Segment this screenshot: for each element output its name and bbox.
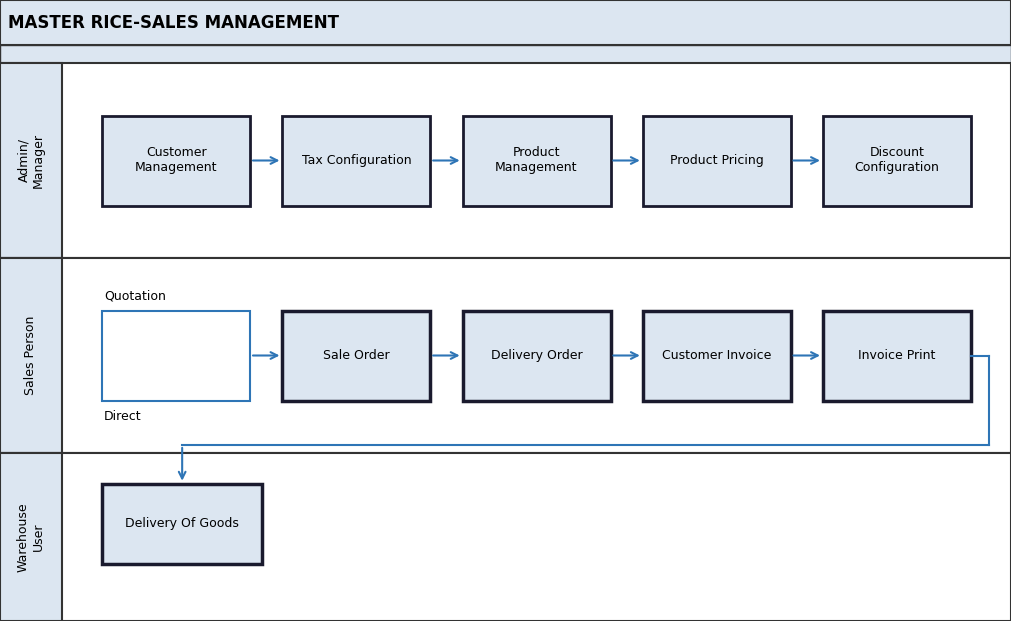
Bar xyxy=(0,0,1011,45)
Text: Sales Person: Sales Person xyxy=(24,316,37,395)
Text: Direct: Direct xyxy=(104,410,142,424)
Bar xyxy=(102,484,262,564)
Text: MASTER RICE-SALES MANAGEMENT: MASTER RICE-SALES MANAGEMENT xyxy=(8,14,339,32)
Bar xyxy=(823,116,971,206)
Bar xyxy=(823,310,971,401)
Text: Customer Invoice: Customer Invoice xyxy=(662,349,771,362)
Text: Invoice Print: Invoice Print xyxy=(858,349,935,362)
Bar xyxy=(643,310,791,401)
Bar xyxy=(102,116,250,206)
Bar xyxy=(0,258,1011,453)
Bar xyxy=(0,45,1011,63)
Text: Discount
Configuration: Discount Configuration xyxy=(854,147,939,175)
Text: Tax Configuration: Tax Configuration xyxy=(301,154,411,167)
Text: Product
Management: Product Management xyxy=(495,147,577,175)
Bar xyxy=(0,453,62,621)
Text: Admin/
Manager: Admin/ Manager xyxy=(17,133,45,188)
Bar xyxy=(462,310,611,401)
Text: Quotation: Quotation xyxy=(104,289,166,302)
Bar xyxy=(282,116,431,206)
Text: Product Pricing: Product Pricing xyxy=(670,154,763,167)
Bar xyxy=(462,116,611,206)
Bar xyxy=(0,453,1011,621)
Text: Delivery Of Goods: Delivery Of Goods xyxy=(125,517,240,530)
Text: Delivery Order: Delivery Order xyxy=(490,349,582,362)
Text: Customer
Management: Customer Management xyxy=(134,147,217,175)
Bar xyxy=(282,310,431,401)
Bar xyxy=(0,63,1011,258)
Text: Sale Order: Sale Order xyxy=(324,349,389,362)
Bar xyxy=(0,258,62,453)
Bar xyxy=(0,63,62,258)
Bar xyxy=(643,116,791,206)
Bar xyxy=(102,310,250,401)
Text: Warehouse
User: Warehouse User xyxy=(17,502,45,572)
